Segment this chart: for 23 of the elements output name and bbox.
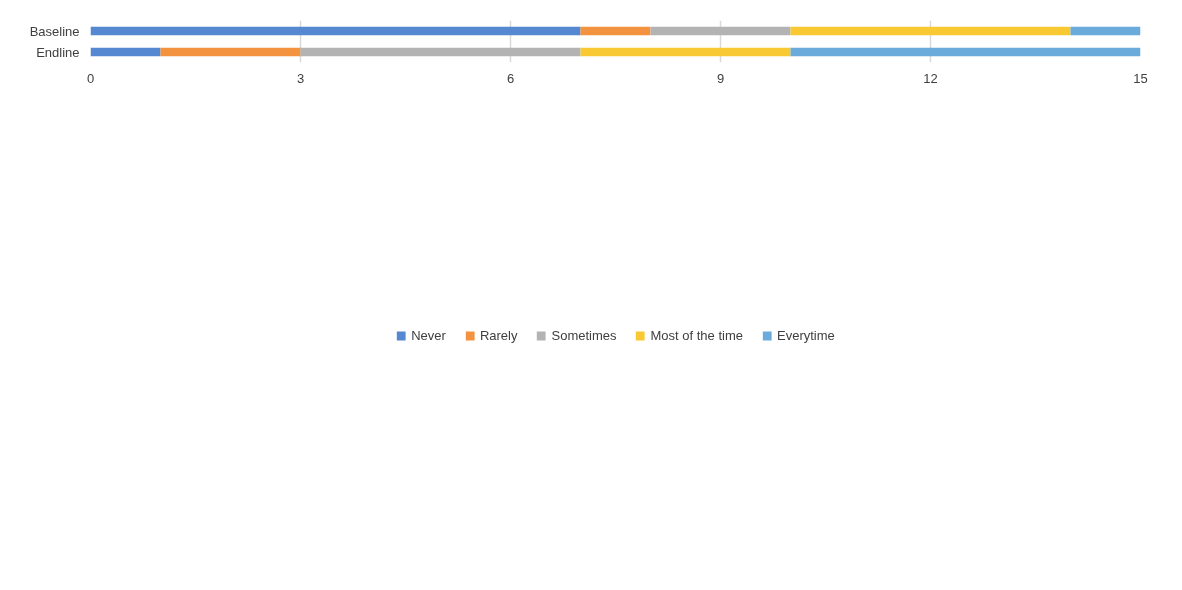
bar — [580, 47, 791, 57]
x-tick-label: 15 — [1133, 70, 1148, 86]
bar — [90, 47, 161, 57]
x-tick-label: 12 — [923, 70, 938, 86]
legend-label: Sometimes — [551, 327, 617, 343]
x-tick-label: 3 — [296, 70, 305, 86]
bar — [90, 26, 581, 36]
bar — [580, 26, 651, 36]
y-tick-label: Baseline — [29, 23, 80, 39]
bar — [650, 26, 791, 36]
legend-label: Most of the time — [650, 327, 743, 343]
bar — [160, 47, 301, 57]
y-tick-label: Endline — [36, 44, 80, 60]
bar — [790, 47, 1141, 57]
x-tick-label: 0 — [86, 70, 95, 86]
bar — [300, 47, 581, 57]
bar — [1070, 26, 1141, 36]
legend-label: Never — [411, 327, 446, 343]
x-tick-label: 6 — [506, 70, 515, 86]
x-tick-label: 9 — [716, 70, 725, 86]
legend-label: Rarely — [479, 327, 518, 343]
bar — [790, 26, 1071, 36]
legend-label: Everytime — [776, 327, 835, 343]
